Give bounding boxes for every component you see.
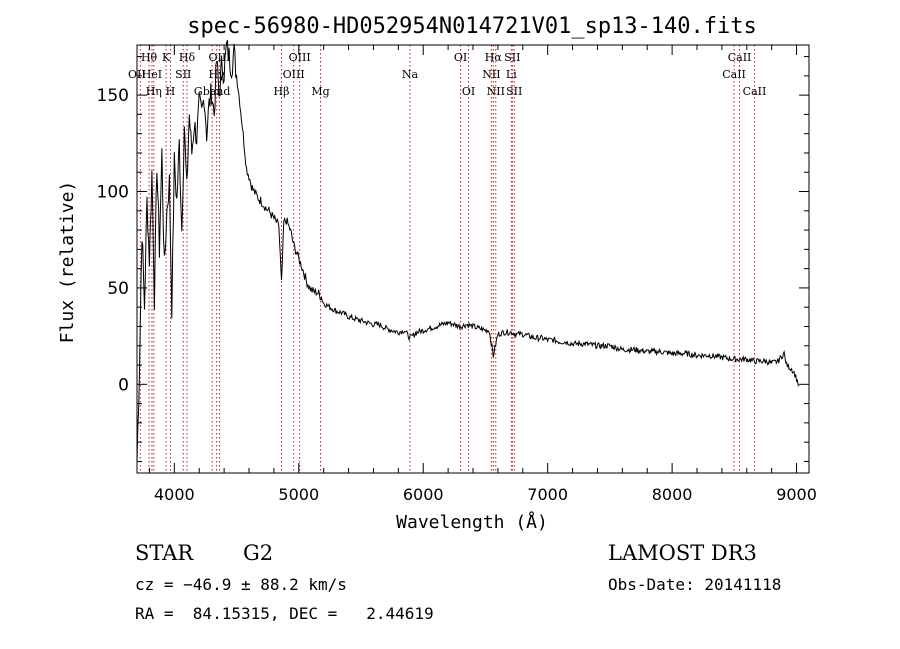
feature-label: SII: [504, 51, 520, 64]
x-tick-label: 7000: [527, 485, 568, 504]
feature-label: SII: [506, 85, 522, 98]
feature-label: NII: [482, 68, 500, 81]
survey-name: LAMOST DR3: [608, 541, 757, 565]
feature-label: Gband: [194, 85, 231, 98]
feature-label: Hθ: [141, 51, 158, 64]
feature-label: SII: [175, 68, 191, 81]
feature-label: Hη: [146, 85, 162, 98]
y-tick-label: 100: [97, 183, 129, 203]
y-tick-label: 0: [118, 375, 129, 395]
x-axis-label: Wavelength (Å): [396, 511, 548, 533]
feature-label: K: [162, 51, 171, 64]
x-tick-label: 8000: [652, 485, 693, 504]
feature-label: CaII: [743, 85, 767, 98]
feature-label: CaII: [728, 51, 752, 64]
y-axis-label: Flux (relative): [57, 181, 78, 344]
feature-label: OI: [462, 85, 475, 98]
feature-label: Li: [506, 68, 517, 81]
feature-label: OIII: [208, 51, 230, 64]
feature-label: OIII: [289, 51, 311, 64]
plot-frame: [136, 44, 810, 474]
feature-label: NII: [487, 85, 505, 98]
feature-label: HeI: [142, 68, 162, 81]
feature-label: Na: [402, 68, 419, 81]
feature-label: Hβ: [274, 85, 290, 98]
feature-label: Hα: [485, 51, 503, 64]
x-tick-label: 6000: [403, 485, 444, 504]
spectrum-series-line: [136, 40, 800, 462]
coordinates-readout: RA = 84.15315, DEC = 2.44619: [135, 604, 434, 623]
feature-label: CaII: [722, 68, 746, 81]
feature-label: OIII: [283, 68, 305, 81]
feature-label: Mg: [311, 85, 329, 98]
y-tick-label: 50: [107, 279, 129, 299]
velocity-readout: cz = −46.9 ± 88.2 km/s: [135, 575, 347, 594]
feature-label: OI: [454, 51, 467, 64]
object-class: STAR: [135, 541, 194, 565]
observation-date: Obs-Date: 20141118: [608, 575, 782, 594]
chart-title: spec-56980-HD052954N014721V01_sp13-140.f…: [187, 14, 757, 39]
feature-label: Hδ: [179, 51, 196, 64]
x-tick-label: 5000: [278, 485, 319, 504]
feature-label: H: [166, 85, 176, 98]
object-subclass: G2: [243, 541, 274, 565]
x-tick-label: 9000: [776, 485, 817, 504]
x-tick-label: 4000: [154, 485, 195, 504]
y-tick-label: 150: [97, 86, 129, 106]
